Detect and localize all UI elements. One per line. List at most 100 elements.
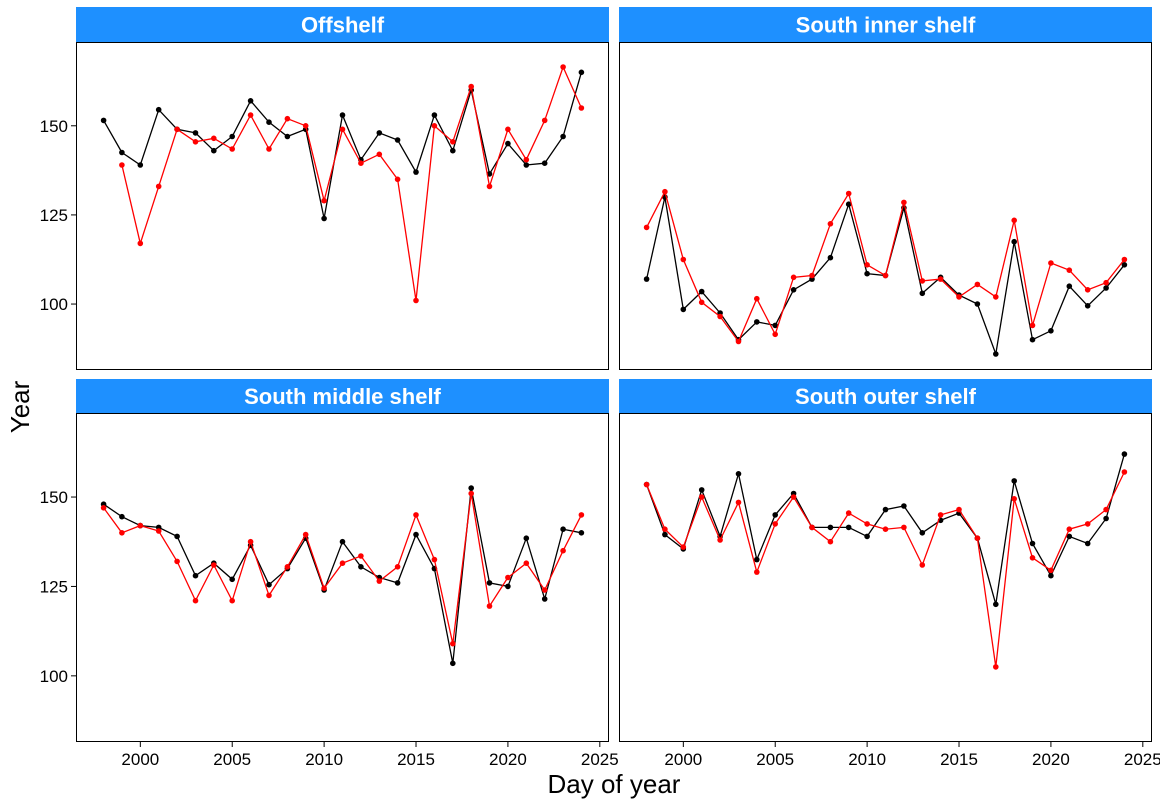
data-point [119, 162, 125, 168]
data-point [1029, 336, 1036, 343]
panel-title-offshelf: Offshelf [301, 13, 385, 38]
data-point [809, 524, 815, 531]
data-point [413, 169, 419, 175]
data-point [772, 322, 778, 329]
data-point [302, 531, 309, 538]
x-tick-label: 2025 [581, 750, 619, 769]
y-tick-label: 125 [40, 577, 68, 596]
y-tick-label: 100 [40, 295, 68, 314]
data-point [174, 533, 180, 540]
data-point [394, 137, 401, 143]
data-point [450, 139, 456, 145]
data-point [698, 299, 705, 306]
data-point [155, 106, 162, 113]
data-point [1066, 526, 1073, 532]
panel-offshelf: Offshelf 100 125 150 [40, 7, 609, 370]
data-point [698, 494, 705, 500]
data-point [541, 587, 548, 593]
data-point [735, 471, 742, 477]
data-point [486, 183, 493, 190]
data-point [717, 537, 723, 543]
data-point [698, 288, 705, 295]
data-point [772, 331, 778, 338]
y-tick-label: 100 [40, 667, 68, 686]
x-tick-label: 2010 [305, 750, 343, 769]
data-point [1103, 506, 1109, 513]
data-point [284, 115, 291, 122]
series-line-red [646, 189, 1125, 343]
data-point [993, 664, 999, 670]
data-point [137, 522, 144, 529]
data-point [1084, 540, 1091, 547]
data-point [413, 297, 419, 304]
data-point [523, 535, 530, 541]
x-tick-label: 2015 [397, 750, 435, 769]
data-point [229, 133, 235, 140]
strip-south-middle-shelf [76, 379, 609, 413]
data-point [211, 135, 217, 142]
data-point [541, 160, 548, 166]
data-point [1048, 260, 1054, 266]
data-point [1103, 285, 1109, 291]
data-point [845, 524, 852, 531]
data-point [321, 215, 327, 222]
data-point [772, 521, 778, 527]
data-point [137, 162, 144, 168]
data-point [155, 183, 162, 190]
data-point [864, 262, 870, 268]
data-point [882, 506, 889, 513]
data-point [321, 585, 327, 591]
x-axis: 2000 2005 2010 2015 2020 2025 2000 2005 2010 2015… [121, 742, 1160, 769]
data-point [662, 531, 668, 538]
data-point [339, 112, 346, 118]
data-point [662, 188, 668, 195]
data-point [937, 512, 944, 518]
x-tick-label: 2005 [213, 750, 251, 769]
y-axis-title: Year [5, 380, 35, 433]
data-point [229, 597, 235, 604]
data-point [901, 503, 907, 509]
data-point [901, 199, 907, 206]
data-point [505, 140, 511, 147]
data-point [486, 580, 493, 586]
x-axis-title: Day of year [548, 769, 681, 799]
data-point [643, 224, 650, 231]
data-point [1029, 322, 1036, 329]
panel-border [619, 413, 1152, 742]
data-point [1103, 279, 1109, 286]
panel-south-middle-shelf: South middle shelf 100 125 150 [40, 379, 609, 742]
strip-south-outer-shelf [619, 379, 1152, 413]
x-tick-label: 2020 [1032, 750, 1070, 769]
data-point [864, 533, 870, 540]
data-point [321, 197, 327, 204]
data-point [578, 69, 585, 76]
strip-south-inner-shelf [619, 7, 1152, 42]
y-tick-label: 150 [40, 488, 68, 507]
data-point [845, 201, 852, 207]
data-point [882, 272, 889, 279]
strip-offshelf [76, 7, 609, 42]
data-point [827, 538, 834, 545]
data-point [772, 512, 778, 518]
x-tick-label: 2015 [940, 750, 978, 769]
data-point [247, 112, 254, 118]
data-point [266, 581, 272, 588]
data-point [192, 597, 199, 604]
y-tick-label: 125 [40, 206, 68, 225]
data-point [919, 530, 926, 536]
data-point [284, 564, 291, 570]
data-point [1121, 256, 1128, 263]
data-point [192, 139, 199, 145]
data-point [211, 147, 217, 154]
data-point [901, 524, 907, 531]
x-tick-label: 2005 [756, 750, 794, 769]
data-point [431, 112, 438, 118]
data-point [229, 146, 235, 152]
x-tick-label: 2025 [1124, 750, 1160, 769]
data-point [1011, 238, 1017, 245]
data-point [919, 290, 926, 297]
panel-south-outer-shelf: South outer shelf [619, 379, 1152, 742]
data-point [119, 149, 125, 156]
panel-border [619, 42, 1152, 370]
